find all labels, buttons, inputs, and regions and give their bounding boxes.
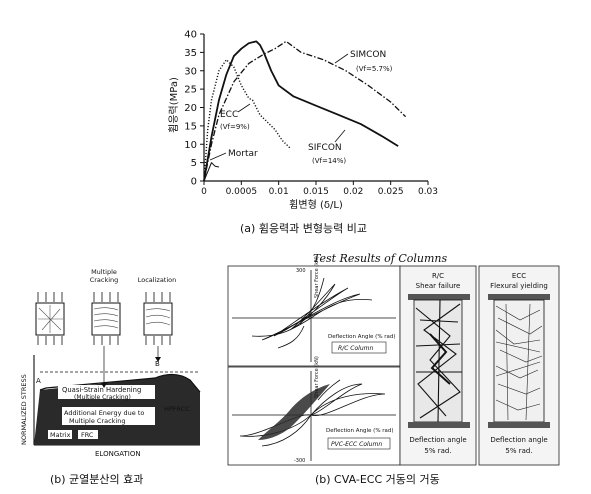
- label-sifcon: SIFCON: [308, 143, 342, 153]
- caption-b: (b) 균열분산의 효과: [50, 473, 143, 486]
- frc-box: [78, 430, 98, 439]
- specimen-3: [143, 292, 173, 345]
- b-xlabel: ELONGATION: [95, 450, 141, 458]
- label-ecc: ECC: [220, 110, 238, 120]
- y-tick-label: 35: [184, 48, 197, 59]
- y-tick-label: 10: [184, 140, 197, 151]
- x-axis-label: 휨변형 (δ/L): [289, 198, 343, 211]
- hysteresis-rc: 300 Shear Force (kN) Deflection Angle (%…: [227, 256, 401, 367]
- label-localization: Localization: [138, 276, 177, 284]
- simcon-leader: [334, 53, 349, 64]
- fig-b-schematic: Multiple Cracking Localization: [20, 268, 201, 458]
- rc-val: 5% rad.: [424, 447, 451, 455]
- ecc-leader: [237, 103, 251, 113]
- label-sifcon-vf: (Vf=14%): [312, 157, 346, 165]
- x-tick-label: 0: [201, 187, 207, 197]
- ecc-title: ECC: [512, 272, 526, 280]
- rc-tag: R/C Column: [338, 345, 373, 352]
- x-tick-label: 0.02: [343, 187, 363, 197]
- ecc-val: 5% rad.: [505, 447, 532, 455]
- ecc-def: Deflection angle: [490, 436, 547, 444]
- specimen-1: [35, 292, 65, 345]
- ecc-ylabel: Shear Force (kN): [314, 356, 320, 398]
- series-line-ecc: [203, 59, 291, 182]
- columns-title: Test Results of Columns: [313, 252, 448, 265]
- point-a: A: [36, 377, 41, 385]
- x-tick-label: 0.0005: [226, 187, 258, 197]
- y-tick-label: 20: [184, 103, 197, 114]
- flexural-stress-chart: 0 5 10 15 20 25 30 35 40 0 0.0005 0.01 0.015 0.02 0.0…: [167, 30, 438, 212]
- label-multiple: Multiple: [91, 268, 117, 276]
- energy-label-2: Multiple Cracking: [69, 417, 125, 425]
- x-tick-label: 0.03: [418, 187, 438, 197]
- rc-title: R/C: [432, 272, 444, 280]
- photo-ecc-column: ECC Flexural yielding Deflection angle 5…: [478, 265, 560, 466]
- y-ticks: 0 5 10 15 20 25 30 35 40: [184, 30, 204, 188]
- series-line-sifcon: [203, 40, 399, 182]
- rc-mode: Shear failure: [416, 282, 461, 290]
- y-tick-label: 15: [184, 121, 197, 132]
- y-tick-label: 5: [191, 158, 197, 169]
- mortar-leader: [209, 152, 227, 161]
- energy-box: [62, 407, 155, 425]
- label-mortar: Mortar: [228, 149, 258, 159]
- specimen-2: [91, 292, 121, 345]
- ecc-ytick: -300: [294, 458, 305, 464]
- hysteresis-ecc: Shear Force (kN) Deflection Angle (% rad…: [227, 356, 401, 466]
- chart-series: [203, 40, 407, 182]
- photo-rc-column: R/C Shear failure Deflection angle 5% ra…: [399, 265, 477, 466]
- caption-c: (b) CVA-ECC 거동의 거동: [315, 473, 440, 486]
- x-tick-label: 0.015: [303, 187, 329, 197]
- rc-ytick: 300: [296, 268, 306, 274]
- y-tick-label: 30: [184, 66, 197, 77]
- x-ticks: 0 0.0005 0.01 0.015 0.02 0.025 0.03: [201, 181, 438, 197]
- y-tick-label: 0: [191, 177, 197, 188]
- rc-ylabel: Shear Force (kN): [314, 256, 320, 298]
- rc-def: Deflection angle: [409, 436, 466, 444]
- frc-label: FRC: [81, 431, 94, 439]
- x-tick-label: 0.01: [269, 187, 289, 197]
- label-cracking: Cracking: [90, 276, 119, 284]
- y-axis-label: 휨응력(MPa): [167, 77, 180, 133]
- ecc-xlabel: Deflection Angle (% rad): [326, 428, 394, 434]
- matrix-label: Matrix: [50, 431, 71, 439]
- y-tick-label: 40: [184, 30, 197, 41]
- label-ecc-vf: (Vf=9%): [220, 123, 250, 131]
- y-tick-label: 25: [184, 85, 197, 96]
- caption-a: (a) 휨응력과 변형능력 비교: [240, 222, 367, 235]
- energy-label: Additional Energy due to: [64, 409, 144, 417]
- b-ylabel: NORMALIZED STRESS: [20, 374, 28, 445]
- qsh-sub: (Multiple Cracking): [74, 394, 131, 401]
- ecc-tag: PVC-ECC Column: [331, 441, 382, 448]
- rc-xlabel: Deflection Angle (% rad): [328, 334, 396, 340]
- hpfrcc-label: HPFRCC: [164, 405, 190, 413]
- series-line-simcon: [203, 40, 407, 182]
- point-b: B: [155, 360, 160, 368]
- label-simcon-vf: (Vf=5.7%): [356, 65, 393, 73]
- qsh-box: [58, 385, 155, 399]
- x-tick-label: 0.025: [378, 187, 404, 197]
- series-line-mortar: [203, 162, 220, 182]
- sifcon-leader: [334, 129, 346, 143]
- ecc-mode: Flexural yielding: [490, 282, 548, 290]
- matrix-box: [48, 430, 72, 439]
- qsh-label: Quasi-Strain Hardening: [62, 386, 141, 394]
- label-simcon: SIMCON: [350, 50, 386, 60]
